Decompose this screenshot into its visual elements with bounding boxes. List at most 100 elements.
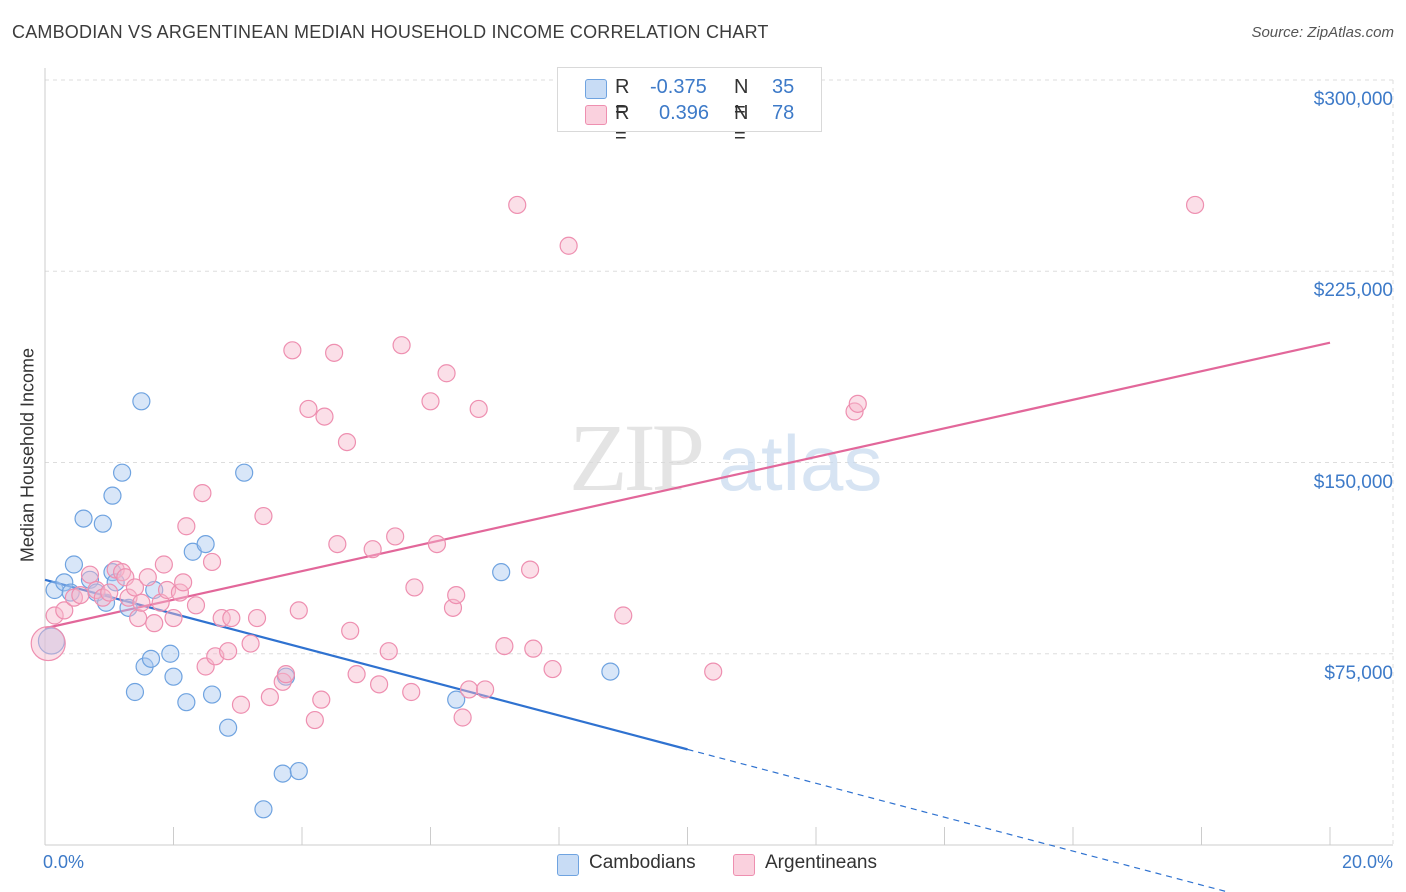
point-argentineans bbox=[543, 659, 562, 679]
point-argentineans bbox=[231, 695, 251, 714]
y-tick-label-2: $225,000 bbox=[1313, 280, 1393, 302]
point-argentineans bbox=[170, 583, 190, 602]
point-argentineans bbox=[405, 578, 424, 597]
point-argentineans bbox=[174, 573, 193, 592]
trend-line-cambodians bbox=[44, 578, 688, 751]
point-argentineans bbox=[276, 665, 296, 684]
trend-line-argentineans bbox=[44, 341, 1331, 630]
point-argentineans bbox=[80, 565, 100, 584]
point-argentineans bbox=[402, 682, 421, 702]
point-cambodians bbox=[106, 573, 125, 592]
point-argentineans bbox=[254, 506, 273, 526]
y-tick-label-3: $300,000 bbox=[1313, 89, 1393, 110]
point-argentineans bbox=[299, 399, 318, 419]
point-cambodians bbox=[103, 486, 122, 505]
legend-n-value: 35 bbox=[772, 76, 795, 98]
point-argentineans bbox=[100, 583, 119, 602]
point-cambodians bbox=[37, 627, 66, 655]
point-argentineans bbox=[341, 621, 360, 640]
point-argentineans bbox=[392, 336, 411, 355]
point-argentineans bbox=[247, 608, 267, 628]
bottom-legend-swatch-cambodians bbox=[557, 854, 579, 876]
point-cambodians bbox=[55, 573, 74, 592]
trend-lines bbox=[44, 341, 1331, 892]
point-argentineans bbox=[186, 596, 206, 615]
point-argentineans bbox=[325, 343, 344, 362]
legend-n-label: N = bbox=[734, 76, 749, 121]
legend-swatch-argentineans bbox=[585, 105, 607, 125]
point-argentineans bbox=[476, 680, 495, 699]
point-argentineans bbox=[312, 690, 331, 709]
legend-r-label: R = bbox=[615, 76, 630, 121]
point-cambodians bbox=[125, 682, 145, 702]
point-argentineans bbox=[202, 552, 222, 572]
bottom-legend-label-argentineans: Argentineans bbox=[765, 852, 877, 873]
point-argentineans bbox=[154, 555, 173, 574]
stats-legend: R = -0.375 N = 35 R = 0.396 N = 78 bbox=[557, 67, 822, 147]
point-cambodians bbox=[64, 555, 84, 574]
point-argentineans bbox=[495, 636, 514, 656]
y-tick-label-1: $150,000 bbox=[1313, 471, 1393, 493]
point-argentineans bbox=[193, 484, 212, 503]
point-argentineans bbox=[347, 665, 366, 684]
point-argentineans bbox=[437, 364, 456, 383]
point-cambodians bbox=[196, 534, 215, 554]
point-argentineans bbox=[363, 540, 382, 559]
point-argentineans bbox=[848, 394, 867, 413]
point-cambodians bbox=[132, 392, 151, 411]
y-tick-label-0: $75,000 bbox=[1324, 662, 1393, 684]
point-argentineans bbox=[370, 675, 389, 694]
bottom-legend-swatch-argentineans bbox=[733, 854, 755, 876]
point-argentineans bbox=[45, 606, 64, 625]
point-argentineans bbox=[129, 608, 148, 628]
point-argentineans bbox=[260, 687, 279, 707]
point-argentineans bbox=[132, 593, 151, 612]
bottom-legend-label-cambodians: Cambodians bbox=[589, 852, 696, 873]
x-tick-label-min: 0.0% bbox=[43, 852, 85, 872]
point-argentineans bbox=[524, 639, 543, 658]
point-argentineans bbox=[30, 625, 66, 662]
point-cambodians bbox=[492, 563, 511, 582]
point-argentineans bbox=[145, 614, 164, 633]
legend-n-value: 78 bbox=[772, 102, 795, 124]
point-argentineans bbox=[222, 608, 241, 628]
point-argentineans bbox=[305, 710, 324, 730]
point-cambodians bbox=[164, 667, 183, 686]
point-cambodians bbox=[141, 649, 161, 668]
x-tick-label-max: 20.0% bbox=[1341, 852, 1393, 872]
point-cambodians bbox=[219, 718, 238, 737]
point-argentineans bbox=[212, 608, 231, 628]
point-cambodians bbox=[202, 685, 222, 704]
legend-r-label: R = bbox=[615, 102, 630, 147]
point-cambodians bbox=[177, 693, 196, 712]
point-cambodians bbox=[74, 509, 93, 528]
axes bbox=[44, 68, 1393, 846]
point-cambodians bbox=[93, 514, 112, 533]
point-argentineans bbox=[219, 642, 238, 661]
point-cambodians bbox=[112, 463, 132, 482]
point-cambodians bbox=[254, 800, 273, 819]
point-argentineans bbox=[177, 517, 196, 536]
point-argentineans bbox=[164, 608, 183, 628]
watermark: ZIP atlas bbox=[569, 404, 882, 511]
point-argentineans bbox=[704, 662, 723, 681]
point-argentineans bbox=[112, 563, 132, 582]
point-argentineans bbox=[520, 560, 540, 579]
point-argentineans bbox=[379, 642, 398, 661]
chart-title: CAMBODIAN VS ARGENTINEAN MEDIAN HOUSEHOL… bbox=[12, 22, 769, 42]
point-argentineans bbox=[421, 392, 440, 411]
point-argentineans bbox=[337, 433, 357, 452]
point-cambodians bbox=[161, 644, 180, 663]
legend-n-label: N = bbox=[734, 102, 749, 147]
point-argentineans bbox=[447, 585, 466, 605]
legend-swatch-cambodians bbox=[585, 79, 607, 99]
data-points bbox=[30, 195, 1205, 819]
point-argentineans bbox=[138, 568, 157, 587]
point-argentineans bbox=[559, 236, 578, 255]
point-argentineans bbox=[508, 195, 527, 215]
point-cambodians bbox=[96, 593, 116, 612]
source-label: Source: ZipAtlas.com bbox=[1251, 24, 1394, 41]
watermark-atlas: atlas bbox=[718, 419, 883, 507]
point-cambodians bbox=[289, 761, 308, 781]
